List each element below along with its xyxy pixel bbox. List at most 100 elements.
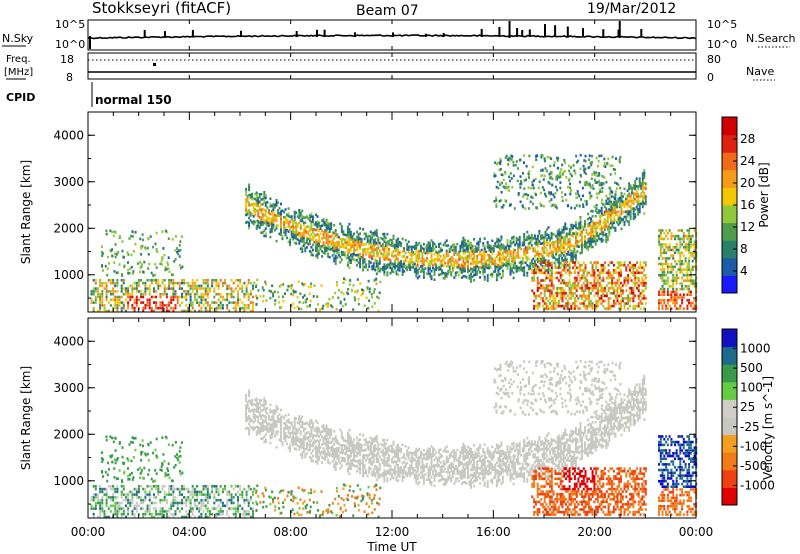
power-cell — [289, 225, 292, 229]
power-cell — [486, 279, 489, 282]
power-cell — [554, 263, 557, 267]
power-cell — [165, 287, 168, 290]
power-cell — [333, 244, 336, 247]
power-cell — [334, 262, 337, 265]
power-cell — [260, 221, 263, 224]
power-cell — [621, 297, 624, 300]
power-cell — [581, 225, 583, 229]
power-cell — [183, 295, 186, 299]
power-cell — [325, 233, 328, 237]
power-cell — [556, 206, 559, 210]
power-cell — [101, 290, 104, 293]
power-cell — [614, 208, 617, 212]
power-cell — [659, 243, 662, 246]
power-cell — [508, 175, 511, 179]
power-cell — [308, 242, 311, 245]
power-cell — [679, 271, 682, 274]
power-cell — [494, 161, 497, 164]
power-cell — [141, 244, 144, 248]
power-cell — [477, 240, 480, 244]
power-cell — [246, 220, 249, 224]
power-cell — [672, 299, 675, 302]
power-cell — [334, 259, 337, 263]
power-cell — [575, 276, 578, 280]
power-cell — [330, 225, 333, 228]
power-cell — [463, 257, 466, 260]
power-cell — [506, 241, 509, 245]
power-cell — [302, 301, 305, 304]
power-cell — [572, 286, 575, 290]
power-cell — [491, 262, 494, 266]
power-cell — [508, 159, 511, 163]
power-cell — [272, 216, 275, 219]
power-cell — [575, 204, 578, 207]
power-cell — [335, 281, 338, 284]
power-cell — [135, 284, 138, 288]
power-cell — [627, 276, 630, 280]
power-cell — [508, 245, 510, 248]
power-cell — [542, 284, 544, 287]
power-cell — [600, 201, 603, 205]
power-cell — [429, 244, 431, 248]
power-cell — [230, 295, 233, 299]
power-cell — [281, 237, 284, 241]
power-cell — [693, 251, 696, 255]
velocity-cell — [168, 487, 171, 491]
power-cell — [375, 249, 378, 253]
power-cell — [622, 203, 624, 206]
velocity-cell — [107, 507, 110, 510]
power-cell — [604, 261, 606, 264]
power-cell — [356, 241, 358, 244]
power-cell — [171, 238, 174, 241]
power-cell — [293, 210, 296, 214]
power-cell — [602, 233, 605, 237]
power-colorbar-swatch — [722, 134, 737, 153]
velocity-cell — [217, 510, 220, 513]
power-cell — [512, 251, 515, 254]
power-cell — [409, 253, 412, 256]
velocity-cell — [170, 485, 173, 488]
power-cell — [489, 247, 492, 251]
velocity-cell — [226, 493, 229, 496]
power-cell — [118, 235, 121, 238]
power-cell — [693, 243, 696, 246]
power-cell — [353, 237, 355, 241]
power-cell — [389, 264, 392, 267]
power-cell — [357, 246, 360, 249]
power-cell — [675, 248, 678, 252]
power-cell — [232, 301, 235, 304]
power-cell — [433, 260, 436, 264]
power-cell — [614, 193, 617, 196]
power-cell — [691, 301, 694, 305]
power-cell — [535, 253, 538, 256]
power-cell — [351, 234, 354, 238]
power-cell — [566, 284, 569, 287]
power-cell — [295, 224, 298, 227]
power-cell — [368, 252, 371, 256]
power-cell — [211, 279, 214, 282]
power-cell — [473, 266, 476, 269]
power-cell — [116, 279, 119, 282]
power-cell — [505, 256, 507, 260]
power-cell — [561, 286, 564, 290]
power-cell — [623, 276, 626, 280]
power-cell — [533, 179, 535, 182]
power-cell — [298, 239, 301, 243]
power-cell — [641, 200, 644, 204]
power-cell — [523, 248, 526, 251]
power-cell — [274, 303, 277, 306]
power-cell — [634, 185, 637, 188]
power-cell — [106, 255, 109, 259]
power-cell — [301, 245, 304, 248]
power-cell — [597, 209, 600, 212]
power-cell — [635, 177, 638, 180]
power-cell — [612, 219, 615, 222]
power-cell — [255, 219, 258, 223]
power-cell — [543, 249, 545, 252]
power-cell — [389, 243, 392, 247]
power-cell — [287, 225, 290, 228]
power-cell — [679, 259, 682, 263]
power-cell — [524, 207, 527, 210]
power-cell — [558, 241, 561, 244]
velocity-cell — [181, 507, 183, 510]
